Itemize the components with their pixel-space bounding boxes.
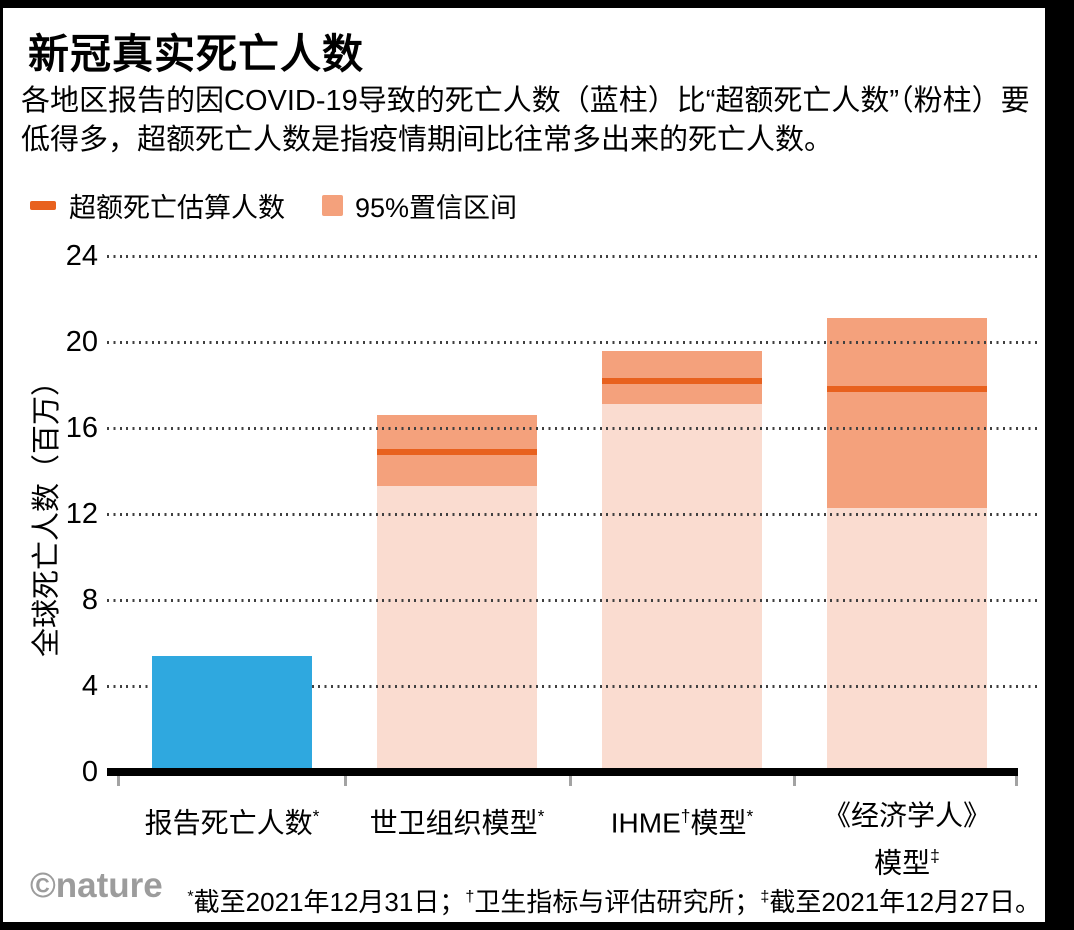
frame-border-left — [0, 0, 3, 930]
legend: 超额死亡估算人数 95%置信区间 — [30, 188, 518, 223]
y-tick-label-4: 4 — [81, 670, 98, 702]
chart-title: 新冠真实死亡人数 — [28, 31, 364, 77]
ci-band — [827, 318, 987, 508]
gridline-20 — [107, 341, 1040, 344]
frame-border-top — [0, 0, 1074, 8]
legend-label-confidence-interval: 95%置信区间 — [355, 192, 518, 223]
gridline-16 — [107, 427, 1040, 430]
gridline-12 — [107, 513, 1040, 516]
gridline-24 — [107, 255, 1040, 258]
excess-estimate-line — [602, 377, 762, 384]
confidence-interval-swatch — [322, 194, 343, 216]
gridline-4 — [107, 685, 1040, 688]
y-tick-label-16: 16 — [65, 412, 98, 444]
gridline-8 — [107, 599, 1040, 602]
axis-tick-2 — [569, 776, 572, 786]
nature-logo: ©nature — [30, 866, 163, 905]
y-tick-label-12: 12 — [65, 498, 98, 530]
axis-tick-3 — [793, 776, 796, 786]
y-tick-label-8: 8 — [81, 584, 98, 616]
frame-border-bottom — [0, 922, 1074, 930]
reported-deaths-bar — [152, 655, 312, 772]
y-tick-label-24: 24 — [65, 240, 98, 272]
ci-lower-fill — [377, 486, 537, 772]
ci-band — [602, 350, 762, 405]
ci-lower-fill — [827, 507, 987, 772]
excess-estimate-line — [827, 386, 987, 393]
axis-tick-1 — [344, 776, 347, 786]
chart-subtitle: 各地区报告的因COVID-19导致的死亡人数（蓝柱）比“超额死亡人数”（粉柱）要… — [21, 85, 1030, 156]
excess-estimate-line — [377, 448, 537, 455]
x-label-0: 报告死亡人数* — [144, 806, 320, 839]
y-tick-label-0: 0 — [81, 756, 98, 788]
legend-label-excess-estimate: 超额死亡估算人数 — [69, 192, 285, 223]
x-label-1: 世卫组织模型* — [369, 806, 545, 839]
x-axis-line — [107, 768, 1018, 776]
footnote: *截至2021年12月31日；†卫生指标与评估研究所；‡截至2021年12月27… — [187, 887, 1041, 917]
y-tick-label-20: 20 — [65, 326, 98, 358]
excess-estimate-swatch — [30, 200, 56, 210]
axis-tick-0 — [117, 776, 120, 786]
x-label-2: IHME†模型* — [610, 806, 754, 839]
ci-lower-fill — [602, 404, 762, 772]
x-label-3: 《经济学人》 模型‡ — [822, 800, 991, 879]
axis-tick-4 — [1015, 776, 1018, 786]
frame-border-right — [1045, 0, 1074, 930]
